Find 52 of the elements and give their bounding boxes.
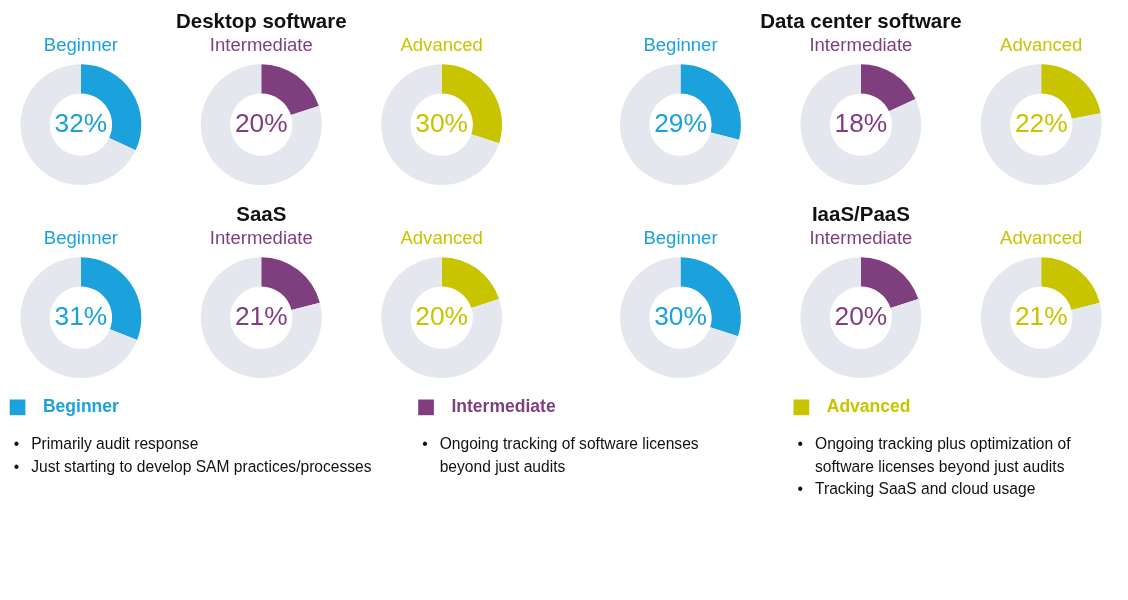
data-label: 21% <box>1014 301 1068 332</box>
text: SaaS <box>236 202 287 226</box>
donut-slice <box>620 257 738 379</box>
donut-slice <box>980 257 1102 379</box>
chart-title: Beginner <box>643 226 718 248</box>
legend-label: Advanced <box>826 396 911 417</box>
donut-slice <box>800 257 922 379</box>
legend-label: Intermediate <box>451 396 556 417</box>
donut-slice <box>381 257 502 379</box>
chart-title: Beginner <box>43 226 118 248</box>
text: • Ongoing tracking plus optimization of software licenses beyond just audits <box>797 435 1072 475</box>
data-label: 20% <box>234 108 288 139</box>
data-label: 29% <box>654 108 707 139</box>
text: Desktop software <box>175 9 347 33</box>
donut-slice <box>800 64 922 185</box>
text: • Primarily audit response <box>13 435 199 453</box>
donut-slice <box>261 64 319 115</box>
donut-slice <box>200 64 322 185</box>
data-label: 20% <box>415 301 468 332</box>
chart-title: Advanced <box>400 33 483 55</box>
text: • Tracking SaaS and cloud usage <box>797 480 1036 498</box>
chart-title: Beginner <box>43 33 118 55</box>
chart-title: Intermediate <box>209 226 313 248</box>
text: IaaS/PaaS <box>811 202 910 226</box>
chart-title: Intermediate <box>809 226 913 248</box>
data-label: 31% <box>54 301 108 332</box>
chart-title: Advanced <box>1000 33 1083 55</box>
donut-slice <box>20 257 138 379</box>
chart-title: Intermediate <box>809 33 913 55</box>
donut-slice <box>860 64 916 112</box>
donut-slice <box>381 64 500 186</box>
text: • Ongoing tracking of software licenses beyond just audits <box>422 435 699 475</box>
donut-slice <box>860 257 919 309</box>
data-label: 20% <box>834 301 888 332</box>
chart-title: Beginner <box>643 33 718 55</box>
donut-slice <box>980 64 1102 185</box>
chart-title: Advanced <box>400 226 483 248</box>
data-label: 32% <box>54 108 108 139</box>
chart-title: Advanced <box>1000 226 1083 248</box>
text: • Just starting to develop SAM practices/processes <box>13 457 372 475</box>
donut-slice <box>20 64 136 186</box>
donut-slice <box>200 257 322 379</box>
legend-label: Beginner <box>42 396 120 417</box>
chart-title: Intermediate <box>209 33 313 55</box>
data-label: 30% <box>415 108 468 139</box>
donut-slice <box>620 64 740 186</box>
data-label: 18% <box>834 108 888 139</box>
donut-slice <box>441 257 500 309</box>
data-label: 22% <box>1014 108 1068 139</box>
text: Data center software <box>760 9 962 33</box>
data-label: 21% <box>234 301 288 332</box>
data-label: 30% <box>654 301 707 332</box>
